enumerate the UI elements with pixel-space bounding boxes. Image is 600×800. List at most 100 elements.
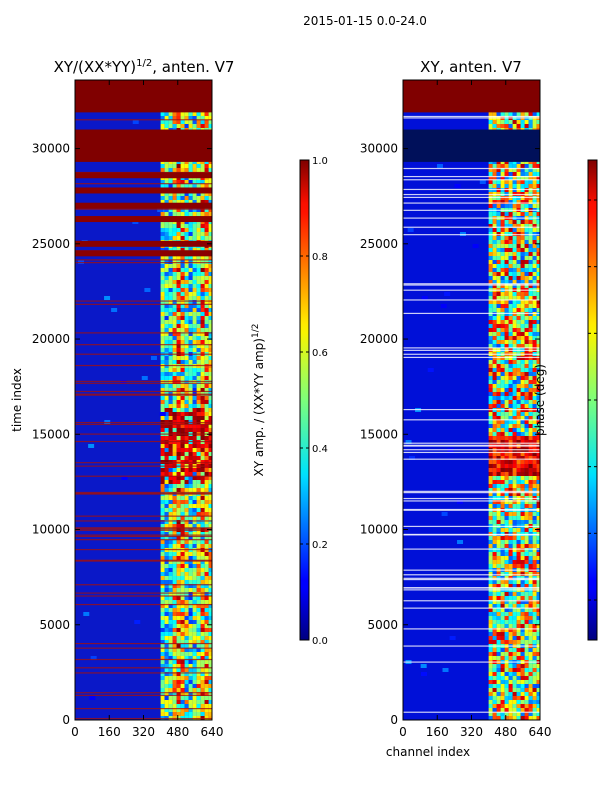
heatmap-cell	[164, 536, 169, 540]
heatmap-cell	[504, 328, 509, 332]
heatmap-cell	[420, 664, 427, 668]
heatmap-cell	[192, 552, 197, 556]
heatmap-cell	[168, 704, 173, 708]
heatmap-cell	[188, 696, 193, 700]
heatmap-cell	[176, 388, 181, 392]
heatmap-cell	[524, 684, 529, 688]
heatmap-cell	[524, 392, 529, 396]
heatmap-cell	[164, 596, 169, 600]
heatmap-cell	[176, 336, 181, 340]
heatmap-cell	[536, 492, 540, 496]
heatmap-cell	[516, 584, 521, 588]
heatmap-cell	[528, 540, 533, 544]
heatmap-cell	[196, 652, 201, 656]
heatmap-cell	[496, 296, 501, 300]
heatmap-cell	[168, 260, 173, 264]
heatmap-cell	[504, 252, 509, 256]
heatmap-cell	[172, 448, 177, 452]
heatmap-cell	[164, 644, 169, 648]
heatmap-cell	[536, 676, 540, 680]
heatmap-cell	[192, 512, 197, 516]
heatmap-cell	[176, 116, 181, 120]
heatmap-cell	[532, 480, 537, 484]
heatmap-cell	[172, 212, 177, 216]
heatmap-cell	[488, 468, 493, 472]
heatmap-cell	[176, 396, 181, 400]
heatmap-cell	[160, 496, 165, 500]
heatmap-cell	[508, 520, 513, 524]
heatmap-cell	[508, 168, 513, 172]
heatmap-cell	[528, 652, 533, 656]
heatmap-cell	[520, 560, 525, 564]
heatmap-cell	[520, 572, 525, 576]
heatmap-cell	[488, 460, 493, 464]
heatmap-cell	[504, 624, 509, 628]
heatmap-cell	[164, 192, 169, 196]
heatmap-cell	[184, 284, 189, 288]
heatmap-cell	[492, 316, 497, 320]
heatmap-cell	[184, 224, 189, 228]
heatmap-cell	[500, 420, 505, 424]
heatmap-cell	[168, 428, 173, 432]
heatmap-cell	[180, 640, 185, 644]
heatmap-cell	[512, 396, 517, 400]
heatmap-cell	[200, 308, 205, 312]
heatmap-cell	[532, 520, 537, 524]
heatmap-cell	[520, 236, 525, 240]
heatmap-cell	[488, 596, 493, 600]
heatmap-cell	[512, 556, 517, 560]
heatmap-cell	[508, 396, 513, 400]
heatmap-cell	[520, 628, 525, 632]
heatmap-cell	[508, 340, 513, 344]
heatmap-cell	[528, 564, 533, 568]
heatmap-row-stripe	[403, 312, 540, 315]
heatmap-cell	[180, 328, 185, 332]
heatmap-cell	[164, 384, 169, 388]
heatmap-row-stripe	[75, 300, 212, 302]
heatmap-cell	[500, 540, 505, 544]
heatmap-cell	[208, 376, 212, 380]
heatmap-cell	[172, 476, 177, 480]
heatmap-cell	[172, 388, 177, 392]
heatmap-cell	[496, 164, 501, 168]
heatmap-cell	[208, 408, 212, 412]
heatmap-cell	[184, 376, 189, 380]
heatmap-cell	[188, 680, 193, 684]
heatmap-cell	[508, 672, 513, 676]
heatmap-cell	[204, 260, 209, 264]
heatmap-cell	[536, 272, 540, 276]
heatmap-cell	[208, 656, 212, 660]
heatmap-cell	[536, 316, 540, 320]
heatmap-cell	[508, 488, 513, 492]
heatmap-cell	[200, 292, 205, 296]
heatmap-cell	[504, 668, 509, 672]
heatmap-cell	[528, 260, 533, 264]
heatmap-cell	[528, 336, 533, 340]
heatmap-cell	[164, 568, 169, 572]
heatmap-cell	[512, 664, 517, 668]
heatmap-cell	[504, 364, 509, 368]
heatmap-cell	[196, 476, 201, 480]
y-tick-label: 5000	[367, 618, 398, 632]
heatmap-cell	[536, 200, 540, 204]
heatmap-cell	[520, 296, 525, 300]
heatmap-cell	[204, 348, 209, 352]
heatmap-cell	[200, 596, 205, 600]
heatmap-cell	[164, 276, 169, 280]
heatmap-cell	[200, 336, 205, 340]
heatmap-cell	[164, 280, 169, 284]
heatmap-cell	[200, 388, 205, 392]
heatmap-cell	[176, 416, 181, 420]
heatmap-cell	[184, 348, 189, 352]
heatmap-cell	[188, 296, 193, 300]
heatmap-cell	[164, 620, 169, 624]
heatmap-cell	[524, 212, 529, 216]
heatmap-cell	[200, 696, 205, 700]
heatmap-cell	[168, 212, 173, 216]
heatmap-cell	[532, 592, 537, 596]
heatmap-cell	[208, 520, 212, 524]
heatmap-cell	[172, 296, 177, 300]
heatmap-cell	[204, 596, 209, 600]
heatmap-cell	[500, 320, 505, 324]
heatmap-cell	[192, 680, 197, 684]
